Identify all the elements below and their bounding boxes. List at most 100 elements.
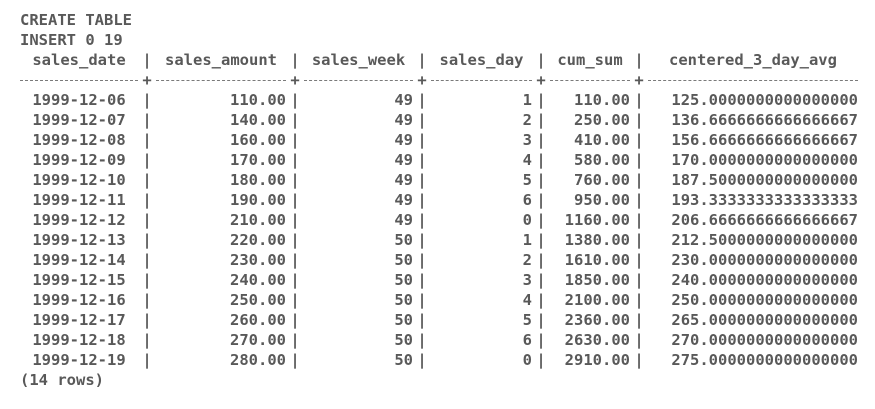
column-separator: | (417, 91, 427, 109)
column-separator: | (290, 151, 300, 169)
column-separator: | (536, 51, 546, 69)
column-separator: | (536, 91, 546, 109)
table-cell: 280.00 (230, 351, 286, 369)
table-cell: 220.00 (230, 231, 286, 249)
table-cell: 1610.00 (564, 251, 630, 269)
table-cell: 265.0000000000000000 (671, 311, 858, 329)
table-cell: 1999-12-09 (32, 151, 126, 169)
column-separator: | (536, 311, 546, 329)
table-cell: 1999-12-11 (32, 191, 126, 209)
table-row: 1999-12-06 | 110.00 | 49 | 1 | 110.00 | 125.000000… (20, 90, 875, 110)
column-header: sales_day (439, 51, 524, 69)
divider-plus: + (634, 71, 644, 89)
table-cell: 136.6666666666666667 (671, 111, 858, 129)
table-cell: 1999-12-19 (32, 351, 126, 369)
column-separator: | (417, 151, 427, 169)
column-separator: | (290, 311, 300, 329)
divider-segment (156, 80, 286, 81)
column-header: sales_week (311, 51, 406, 69)
column-separator: | (290, 351, 300, 369)
column-separator: | (634, 351, 644, 369)
table-cell: 160.00 (230, 131, 286, 149)
column-separator: | (142, 171, 152, 189)
column-separator: | (142, 291, 152, 309)
table-cell: 170.0000000000000000 (671, 151, 858, 169)
column-separator: | (142, 331, 152, 349)
table-cell: 950.00 (574, 191, 630, 209)
table-row: 1999-12-13 | 220.00 | 50 | 1 | 1380.00 | 212.50000… (20, 230, 875, 250)
table-cell: 212.5000000000000000 (671, 231, 858, 249)
table-cell: 270.0000000000000000 (671, 331, 858, 349)
column-separator: | (634, 271, 644, 289)
column-separator: | (142, 211, 152, 229)
table-cell: 4 (522, 151, 532, 169)
divider-segment (304, 80, 413, 81)
column-separator: | (142, 131, 152, 149)
table-cell: 1999-12-07 (32, 111, 126, 129)
divider-segment (20, 80, 138, 81)
table-row: 1999-12-19 | 280.00 | 50 | 0 | 2910.00 | 275.00000… (20, 350, 875, 370)
column-separator: | (290, 331, 300, 349)
table-cell: 2630.00 (564, 331, 630, 349)
column-separator: | (417, 331, 427, 349)
column-separator: | (634, 111, 644, 129)
column-separator: | (417, 271, 427, 289)
column-separator: | (142, 271, 152, 289)
table-cell: 49 (394, 151, 413, 169)
table-cell: 1999-12-08 (32, 131, 126, 149)
table-cell: 1999-12-18 (32, 331, 126, 349)
table-cell: 140.00 (230, 111, 286, 129)
table-cell: 230.00 (230, 251, 286, 269)
table-cell: 250.00 (230, 291, 286, 309)
table-cell: 49 (394, 211, 413, 229)
column-separator: | (634, 231, 644, 249)
table-row: 1999-12-11 | 190.00 | 49 | 6 | 950.00 | 193.333333… (20, 190, 875, 210)
column-separator: | (142, 51, 152, 69)
divider-segment (550, 80, 630, 81)
table-cell: 2360.00 (564, 311, 630, 329)
table-cell: 2100.00 (564, 291, 630, 309)
table-cell: 0 (522, 211, 532, 229)
column-separator: | (142, 231, 152, 249)
table-cell: 1999-12-10 (32, 171, 126, 189)
table-cell: 3 (522, 131, 532, 149)
table-row: 1999-12-17 | 260.00 | 50 | 5 | 2360.00 | 265.00000… (20, 310, 875, 330)
column-header: cum_sum (557, 51, 623, 69)
column-separator: | (142, 251, 152, 269)
table-cell: 206.6666666666666667 (671, 211, 858, 229)
column-separator: | (536, 111, 546, 129)
column-separator: | (417, 111, 427, 129)
query-result-table: sales_date | sales_amount | sales_week |… (20, 50, 875, 370)
table-cell: 6 (522, 191, 532, 209)
divider-plus: + (142, 71, 152, 89)
divider-plus: + (536, 71, 546, 89)
table-cell: 2 (522, 251, 532, 269)
column-separator: | (142, 191, 152, 209)
table-row: 1999-12-15 | 240.00 | 50 | 3 | 1850.00 | 240.00000… (20, 270, 875, 290)
table-cell: 240.00 (230, 271, 286, 289)
table-row: 1999-12-08 | 160.00 | 49 | 3 | 410.00 | 156.666666… (20, 130, 875, 150)
table-cell: 1160.00 (564, 211, 630, 229)
column-separator: | (536, 251, 546, 269)
column-separator: | (142, 351, 152, 369)
table-cell: 125.0000000000000000 (671, 91, 858, 109)
table-cell: 1999-12-16 (32, 291, 126, 309)
column-separator: | (536, 231, 546, 249)
divider-segment (648, 80, 858, 81)
table-cell: 3 (522, 271, 532, 289)
table-row: 1999-12-10 | 180.00 | 49 | 5 | 760.00 | 187.500000… (20, 170, 875, 190)
command-output-line: INSERT 0 19 (20, 31, 123, 49)
table-cell: 156.6666666666666667 (671, 131, 858, 149)
column-header: sales_date (32, 51, 126, 69)
table-cell: 187.5000000000000000 (671, 171, 858, 189)
table-cell: 580.00 (574, 151, 630, 169)
table-cell: 1 (522, 91, 532, 109)
table-cell: 1999-12-17 (32, 311, 126, 329)
table-cell: 50 (394, 331, 413, 349)
table-cell: 1380.00 (564, 231, 630, 249)
table-cell: 2910.00 (564, 351, 630, 369)
table-cell: 1999-12-12 (32, 211, 126, 229)
table-cell: 5 (522, 171, 532, 189)
divider-plus: + (290, 71, 300, 89)
